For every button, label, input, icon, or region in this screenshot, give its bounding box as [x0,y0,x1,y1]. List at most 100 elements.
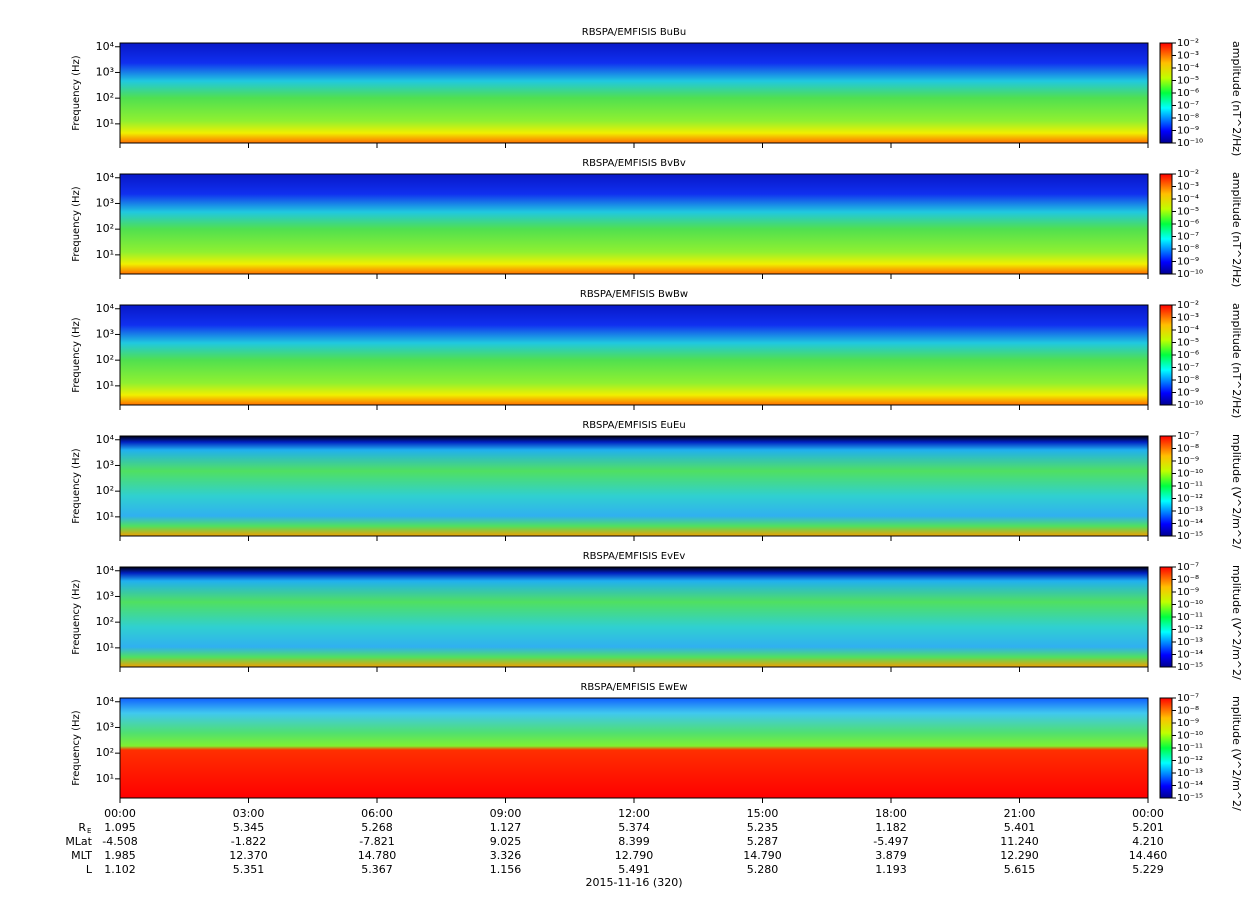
colorbar-tick-label: 10⁻⁷ [1177,232,1199,243]
colorbar-tick-label: 10⁻¹⁰ [1177,469,1203,480]
colorbar-tick-label: 10⁻¹⁴ [1177,781,1203,792]
y-axis-label: Frequency (Hz) [71,448,82,524]
colorbar-tick-label: 10⁻⁸ [1177,706,1199,717]
colorbar-tick-label: 10⁻² [1177,38,1199,49]
y-tick-label: 10³ [96,589,114,602]
y-tick-label: 10² [96,353,114,366]
y-tick-label: 10¹ [96,641,114,654]
panel-title: RBSPA/EMFISIS BwBw [580,289,688,300]
colorbar-label: mplitude (V^2/m^2/ [1230,565,1243,680]
colorbar-tick-label: 10⁻¹⁴ [1177,519,1203,530]
row-value: 5.201 [1132,821,1164,834]
colorbar-tick-label: 10⁻⁷ [1177,431,1199,442]
y-tick-label: 10¹ [96,379,114,392]
colorbar-tick-label: 10⁻⁹ [1177,587,1199,598]
x-tick-label: 15:00 [747,807,779,820]
row-value: -1.822 [231,835,266,848]
spectrogram-image [120,436,1148,536]
colorbar-label: amplitude (nT^2/Hz) [1230,172,1243,287]
y-axis-label: Frequency (Hz) [71,55,82,131]
colorbar-tick-label: 10⁻⁹ [1177,718,1199,729]
colorbar-tick-label: 10⁻¹¹ [1177,481,1203,492]
spectrogram-image [120,567,1148,667]
y-tick-label: 10¹ [96,510,114,523]
y-tick-label: 10² [96,746,114,759]
colorbar-tick-label: 10⁻⁴ [1177,63,1199,74]
row-value: 14.460 [1129,849,1168,862]
colorbar-tick-label: 10⁻⁹ [1177,126,1199,137]
row-label: MLT [71,849,92,862]
y-tick-label: 10¹ [96,248,114,261]
colorbar-tick-label: 10⁻³ [1177,182,1199,193]
colorbar-tick-label: 10⁻¹¹ [1177,612,1203,623]
y-tick-label: 10² [96,615,114,628]
row-value: -4.508 [102,835,137,848]
colorbar-tick-label: 10⁻¹² [1177,494,1203,505]
row-value: 5.287 [747,835,779,848]
colorbar-tick-label: 10⁻⁴ [1177,325,1199,336]
x-tick-label: 00:00 [104,807,136,820]
row-value: 5.235 [747,821,779,834]
y-tick-label: 10³ [96,327,114,340]
y-tick-label: 10² [96,484,114,497]
y-axis-label: Frequency (Hz) [71,710,82,786]
row-value: -5.497 [873,835,908,848]
date-label: 2015-11-16 (320) [585,876,682,889]
colorbar-tick-label: 10⁻¹⁵ [1177,793,1203,804]
colorbar-label: mplitude (V^2/m^2/ [1230,434,1243,549]
row-value: 14.780 [358,849,397,862]
row-value: 12.370 [229,849,268,862]
spectrogram-image [120,305,1148,405]
colorbar-tick-label: 10⁻⁸ [1177,575,1199,586]
colorbar-tick-label: 10⁻⁸ [1177,444,1199,455]
y-tick-label: 10⁴ [96,433,115,446]
colorbar-tick-label: 10⁻⁵ [1177,76,1199,87]
y-tick-label: 10³ [96,65,114,78]
y-tick-label: 10² [96,222,114,235]
row-value: 1.985 [104,849,136,862]
colorbar-tick-label: 10⁻⁵ [1177,207,1199,218]
colorbar [1159,435,1173,537]
x-tick-label: 09:00 [490,807,522,820]
panels: RBSPA/EMFISIS BuBu Frequency (Hz) 10¹ 10² 10… [71,27,1243,811]
row-value: 5.280 [747,863,779,876]
spectrogram-image [120,43,1148,143]
colorbar-tick-label: 10⁻² [1177,169,1199,180]
row-value: 8.399 [618,835,650,848]
colorbar-tick-label: 10⁻⁸ [1177,375,1199,386]
y-tick-label: 10³ [96,720,114,733]
row-value: 14.790 [743,849,782,862]
colorbar-tick-label: 10⁻⁵ [1177,338,1199,349]
colorbar-tick-label: 10⁻¹⁵ [1177,531,1203,542]
y-tick-label: 10⁴ [96,564,115,577]
y-tick-label: 10³ [96,196,114,209]
colorbar-tick-label: 10⁻⁷ [1177,562,1199,573]
colorbar-tick-label: 10⁻¹³ [1177,506,1203,517]
colorbar-tick-label: 10⁻¹⁰ [1177,138,1203,149]
colorbar-tick-label: 10⁻⁷ [1177,363,1199,374]
colorbar-tick-label: 10⁻⁶ [1177,350,1199,361]
y-tick-label: 10² [96,91,114,104]
colorbar-tick-label: 10⁻¹⁵ [1177,662,1203,673]
y-tick-label: 10⁴ [96,695,115,708]
colorbar [1159,173,1173,275]
row-value: 5.491 [618,863,650,876]
row-value: 5.615 [1004,863,1036,876]
row-value: 3.326 [490,849,522,862]
y-axis-label: Frequency (Hz) [71,186,82,262]
row-label-subscript: E [87,827,91,835]
row-value: 3.879 [875,849,907,862]
colorbar-tick-label: 10⁻¹² [1177,625,1203,636]
colorbar-tick-label: 10⁻³ [1177,313,1199,324]
colorbar-tick-label: 10⁻⁹ [1177,257,1199,268]
x-tick-label: 06:00 [361,807,393,820]
colorbar-tick-label: 10⁻¹² [1177,756,1203,767]
row-value: 5.268 [361,821,393,834]
row-value: 1.102 [104,863,136,876]
y-axis-label: Frequency (Hz) [71,579,82,655]
panel-title: RBSPA/EMFISIS EuEu [582,420,685,431]
colorbar-tick-label: 10⁻¹¹ [1177,743,1203,754]
row-value: 1.127 [490,821,522,834]
row-value: 1.182 [875,821,907,834]
